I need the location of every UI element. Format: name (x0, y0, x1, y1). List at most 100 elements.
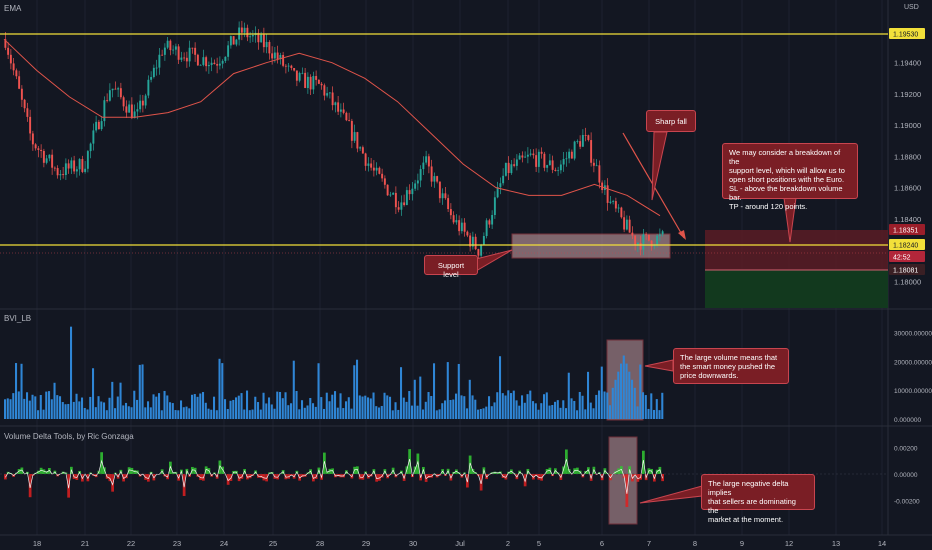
candle-body (163, 47, 166, 55)
volume-bar (427, 392, 430, 419)
candle-body (367, 163, 370, 166)
candle-body (31, 133, 34, 145)
candle-body (78, 159, 81, 170)
volume-bar (56, 395, 59, 419)
volume-bar (614, 379, 617, 419)
volume-bar (221, 363, 224, 419)
candle-body (62, 174, 65, 176)
delta-bar (17, 469, 21, 474)
candle-body (598, 165, 601, 183)
candle-body (147, 79, 150, 96)
delta-bar (565, 449, 568, 474)
candle-body (89, 143, 92, 152)
delta-bar (48, 468, 51, 474)
candle-body (282, 54, 285, 66)
volume-bar (213, 396, 216, 419)
volume-bar (185, 406, 188, 419)
volume-bar (309, 397, 312, 419)
currency-label: USD (904, 4, 919, 11)
time-tick-label: 5 (537, 539, 541, 548)
candle-body (370, 163, 373, 168)
candle-body (271, 53, 274, 59)
volume-bar (298, 409, 301, 419)
delta-tick-label: -0.00200 (894, 498, 920, 505)
volume-bar (100, 401, 103, 419)
volume-bar (204, 402, 207, 419)
volume-bar (430, 395, 433, 419)
volume-bar (424, 401, 427, 419)
candle-body (15, 70, 18, 77)
volume-bar (416, 405, 419, 419)
candle-body (196, 54, 199, 66)
delta-bar (111, 474, 114, 492)
volume-bar (15, 363, 18, 419)
candle-body (444, 193, 447, 199)
candle-body (216, 64, 219, 66)
candle-body (590, 140, 593, 163)
candle-body (59, 174, 62, 176)
stop-loss-zone[interactable] (705, 230, 888, 270)
volume-bar (270, 404, 273, 419)
candle-body (229, 36, 232, 46)
sharp-fall-callout[interactable]: Sharp fall (646, 110, 696, 132)
candle-body (243, 27, 246, 33)
candle-body (84, 168, 87, 172)
candle-body (623, 217, 626, 230)
candle-body (419, 169, 422, 181)
delta-bar (108, 474, 112, 482)
volume-bar (411, 405, 414, 419)
candle-body (353, 132, 356, 141)
volume-bar (224, 399, 227, 419)
volume-bar (94, 407, 97, 419)
volume-bar (578, 391, 581, 419)
candle-body (653, 245, 656, 247)
candle-body (650, 240, 653, 247)
price-label-tag (889, 28, 925, 39)
volume-bar (468, 379, 471, 419)
candle-body (452, 215, 455, 223)
candle-body (408, 190, 411, 195)
delta-note-callout[interactable]: The large negative delta implies that se… (701, 474, 815, 524)
support-level-callout[interactable]: Support level (424, 255, 478, 279)
volume-bar (512, 390, 515, 419)
candle-body (496, 187, 499, 198)
take-profit-zone[interactable] (705, 270, 888, 308)
volume-bar (611, 387, 614, 419)
volume-bar (356, 359, 359, 419)
volume-bar (193, 394, 196, 419)
delta-note-line: The large negative delta implies (708, 479, 789, 497)
candle-body (636, 243, 639, 246)
candle-body (631, 232, 634, 236)
candle-body (471, 236, 474, 247)
delta-bar (39, 467, 43, 474)
volume-bar (353, 365, 356, 419)
ema-line (3, 38, 661, 217)
candle-body (246, 27, 249, 38)
candle-body (73, 160, 76, 172)
delta-bar (199, 474, 202, 481)
volume-bar (34, 396, 37, 419)
volume-note-callout[interactable]: The large volume means that the smart mo… (673, 348, 789, 384)
delta-bar (471, 469, 475, 474)
volume-note-line: price downwards. (680, 371, 739, 380)
candle-body (433, 176, 436, 182)
price-label-text: 1.19530 (893, 32, 918, 39)
delta-bar (636, 474, 640, 482)
volume-bar (661, 392, 664, 419)
candle-body (386, 184, 389, 196)
volume-bar (435, 410, 438, 419)
volume-bar (394, 402, 397, 419)
volume-bar (603, 391, 606, 419)
candle-body (309, 76, 312, 90)
volume-bar (188, 408, 191, 419)
volume-bar (259, 409, 262, 419)
candle-body (488, 220, 491, 225)
candle-body (521, 155, 524, 158)
candle-body (141, 100, 144, 106)
volume-bar (70, 326, 73, 419)
volume-bar (364, 395, 367, 419)
candle-body (287, 65, 290, 67)
price-label-tag (889, 264, 925, 275)
trade-idea-callout[interactable]: We may consider a breakdown of the suppo… (722, 143, 858, 211)
